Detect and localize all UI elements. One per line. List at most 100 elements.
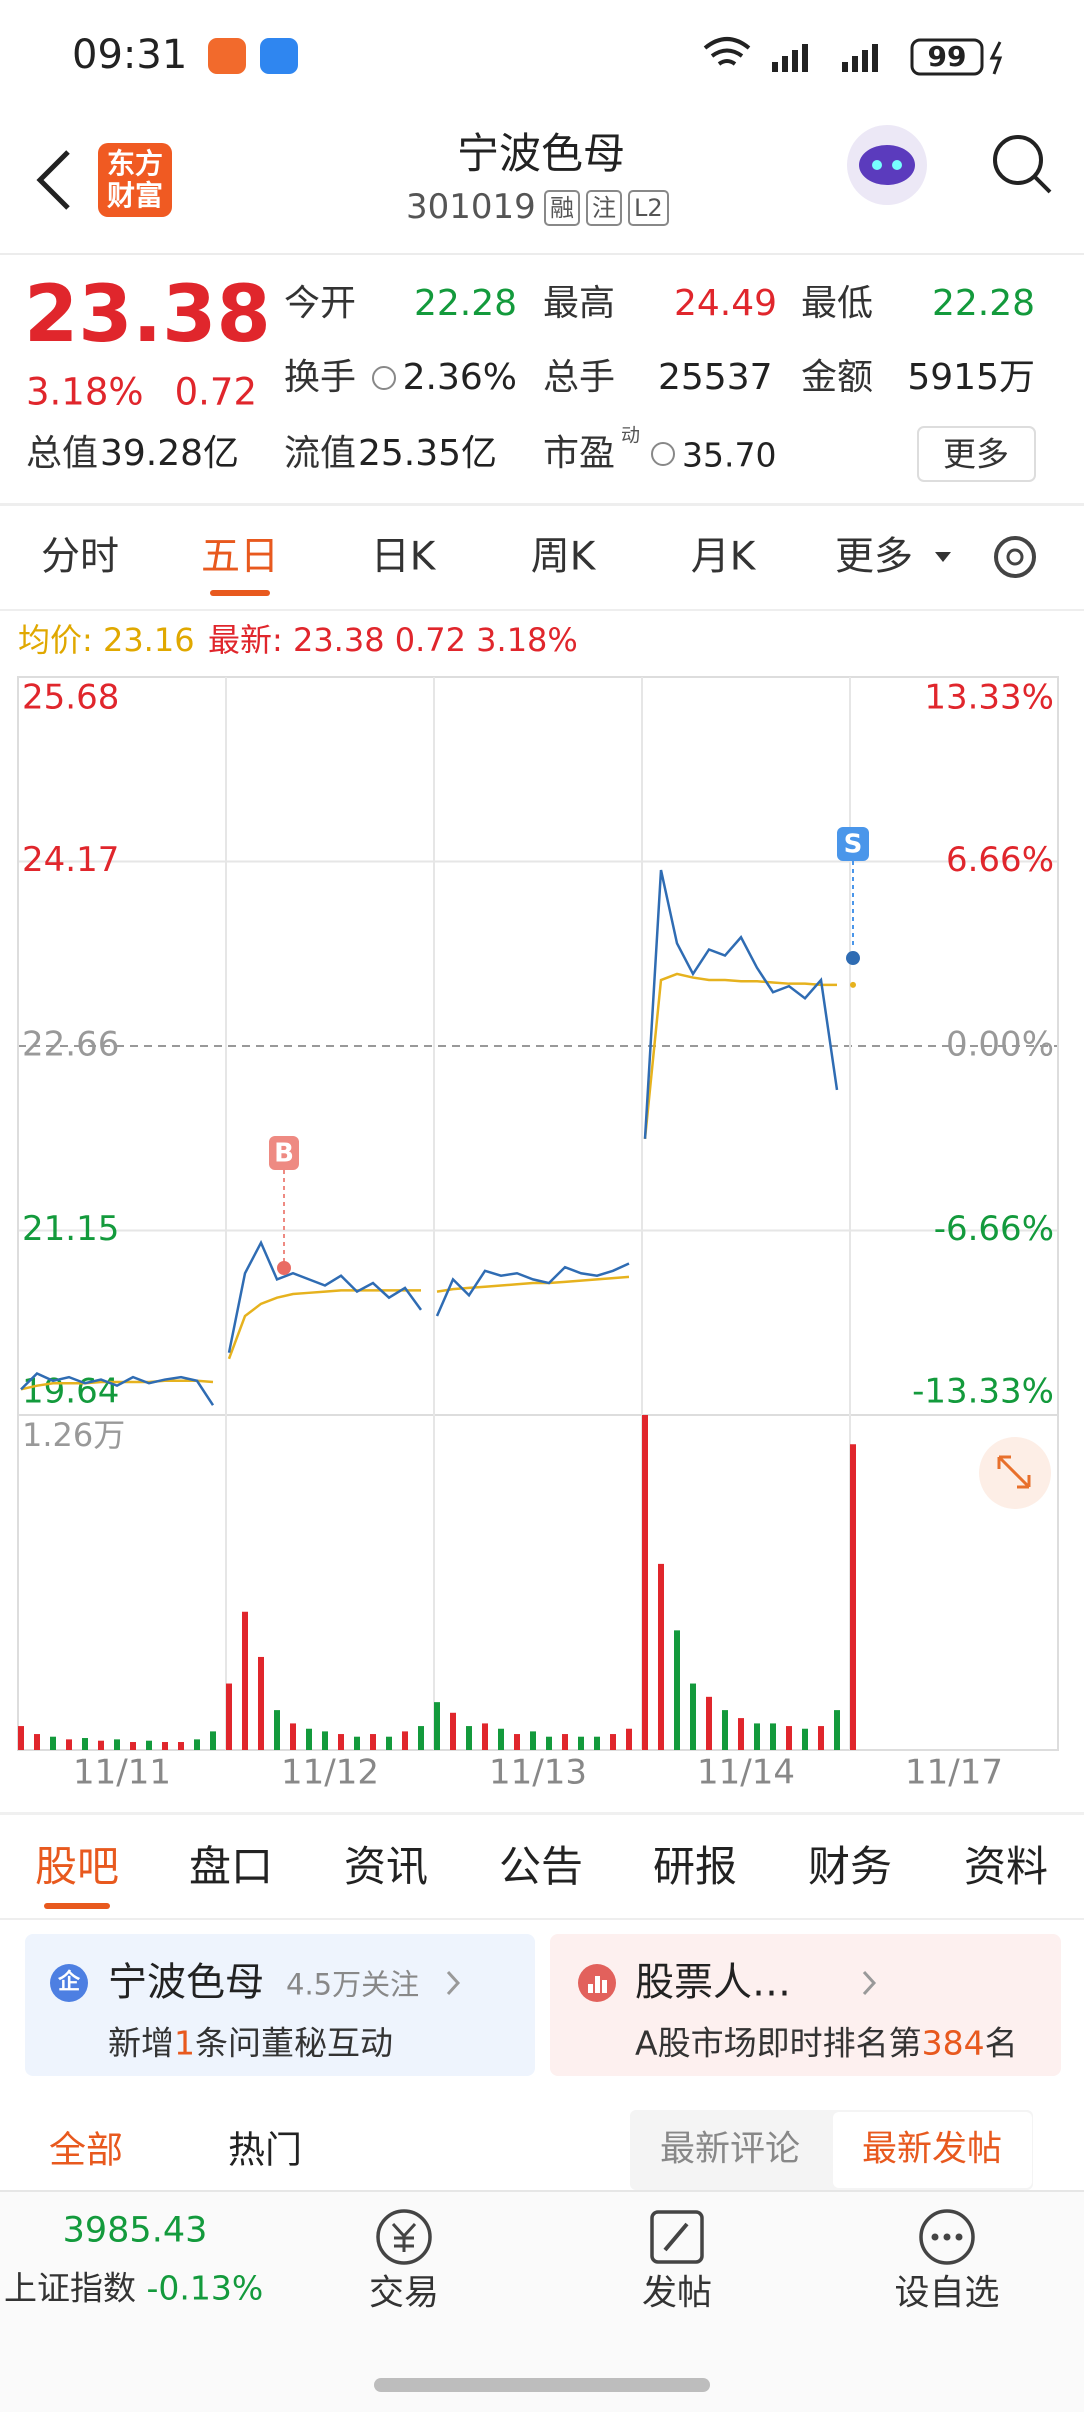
volume-bar xyxy=(98,1740,104,1750)
volume-bar xyxy=(530,1731,536,1750)
back-button[interactable] xyxy=(36,150,70,210)
stat-label: 总值 xyxy=(26,433,99,474)
app-icon xyxy=(260,38,298,74)
post-icon[interactable] xyxy=(650,2210,704,2264)
card-title[interactable]: 股票人… xyxy=(635,1960,792,2006)
volume-bar xyxy=(82,1738,88,1750)
stat-label: 最高 xyxy=(543,283,616,324)
volume-tick-label: 1.26万 xyxy=(22,1416,125,1454)
volume-bar xyxy=(290,1723,296,1750)
change-pct: 3.18% xyxy=(26,370,144,414)
volume-bar xyxy=(738,1718,744,1750)
stat-label: 金额 xyxy=(801,357,874,398)
signal-icon xyxy=(772,44,878,72)
card-title[interactable]: 宁波色母 xyxy=(108,1960,265,2006)
y-tick-label: 25.68 xyxy=(22,678,119,718)
watchlist-icon[interactable] xyxy=(919,2209,975,2265)
chevron xyxy=(446,1970,461,1996)
stat-label: 最低 xyxy=(801,283,874,324)
volume-bar xyxy=(642,1415,648,1750)
stat-value: 25.35亿 xyxy=(358,433,498,474)
logo-bg xyxy=(98,143,172,217)
tab[interactable]: 月K xyxy=(690,534,756,580)
volume-bar xyxy=(418,1726,424,1750)
tab[interactable]: 日K xyxy=(370,534,436,580)
section-tab[interactable]: 公告 xyxy=(498,1842,584,1891)
card-text: A股市场即时排名第384名 xyxy=(635,2027,1018,2060)
index-name: 上证指数 xyxy=(4,2268,136,2308)
stat-value: 22.28 xyxy=(413,283,517,324)
section-tab[interactable]: 盘口 xyxy=(188,1842,274,1891)
volume-bar xyxy=(770,1723,776,1750)
marker-label: B xyxy=(274,1139,294,1169)
y-tick-label: 21.15 xyxy=(22,1209,119,1249)
card-bg[interactable] xyxy=(550,1934,1061,2076)
stat-value: 25537 xyxy=(658,357,773,398)
volume-bar xyxy=(66,1739,72,1750)
nav-label[interactable]: 发帖 xyxy=(641,2273,713,2314)
avatar-face xyxy=(859,145,915,185)
search-button[interactable] xyxy=(993,135,1043,185)
volume-bar xyxy=(562,1734,568,1750)
card-bg[interactable] xyxy=(25,1934,535,2076)
filter[interactable]: 全部 xyxy=(49,2128,123,2172)
price-point xyxy=(846,951,860,966)
volume-bar xyxy=(130,1742,136,1750)
y-tick-label: 24.17 xyxy=(22,840,119,880)
y2-tick-label: 6.66% xyxy=(946,840,1054,880)
tab[interactable]: 周K xyxy=(530,534,596,580)
trade-icon[interactable] xyxy=(376,2209,432,2265)
nav-label[interactable]: 交易 xyxy=(368,2273,440,2314)
more-button[interactable] xyxy=(917,426,1036,482)
stock-code: 301019 xyxy=(406,187,536,227)
info-icon[interactable] xyxy=(372,366,396,390)
sort-option[interactable]: 最新评论 xyxy=(659,2129,801,2170)
section-tab[interactable]: 股吧 xyxy=(34,1842,120,1891)
section-tab[interactable]: 资料 xyxy=(963,1842,1049,1891)
tab[interactable]: 分时 xyxy=(40,534,120,580)
last-price: 23.38 xyxy=(24,270,271,360)
badge: 融 xyxy=(544,190,580,226)
y2-tick-label: 0.00% xyxy=(946,1025,1054,1065)
volume-bar xyxy=(162,1742,168,1750)
x-tick-label: 11/11 xyxy=(73,1753,171,1793)
battery xyxy=(910,38,984,76)
volume-bar xyxy=(18,1726,24,1750)
section-tab[interactable]: 资讯 xyxy=(343,1842,429,1891)
sort-option[interactable]: 最新发帖 xyxy=(861,2129,1003,2170)
volume-bar xyxy=(258,1656,264,1750)
settings-button[interactable] xyxy=(994,536,1036,578)
highlight: 1 xyxy=(174,2023,195,2063)
avg-point xyxy=(850,981,856,988)
index-value: 3985.43 xyxy=(62,2210,208,2251)
stat-label: 流值 xyxy=(284,433,357,474)
x-tick-label: 11/12 xyxy=(281,1753,379,1793)
section-tab[interactable]: 财务 xyxy=(807,1842,893,1891)
volume-bar xyxy=(674,1630,680,1750)
filter[interactable]: 热门 xyxy=(228,2128,302,2172)
volume-bar xyxy=(306,1728,312,1750)
stat-value: 5915万 xyxy=(907,357,1035,398)
tab[interactable]: 五日 xyxy=(200,534,280,580)
volume-bar xyxy=(658,1563,664,1750)
price-line xyxy=(20,1371,215,1406)
volume-bar xyxy=(578,1736,584,1750)
volume-bar xyxy=(386,1736,392,1750)
volume-bar xyxy=(178,1742,184,1750)
nav-label[interactable]: 设自选 xyxy=(894,2273,1000,2314)
avg-price: 均价: 23.16 xyxy=(18,621,195,659)
tab[interactable]: 更多 xyxy=(834,534,914,580)
info-icon[interactable] xyxy=(651,442,675,466)
stat-value: 22.28 xyxy=(931,283,1035,324)
x-tick-label: 11/13 xyxy=(489,1753,587,1793)
section-tab[interactable]: 研报 xyxy=(652,1842,738,1891)
volume-bar xyxy=(210,1731,216,1750)
x-tick-label: 11/14 xyxy=(697,1753,795,1793)
volume-bar xyxy=(786,1726,792,1750)
stat-label: 换手 xyxy=(284,357,357,398)
index-info[interactable]: 上证指数 -0.13% xyxy=(4,2272,263,2305)
volume-bar xyxy=(546,1736,552,1750)
volume-bar xyxy=(706,1696,712,1750)
more-button-label[interactable]: 更多 xyxy=(943,434,1009,474)
